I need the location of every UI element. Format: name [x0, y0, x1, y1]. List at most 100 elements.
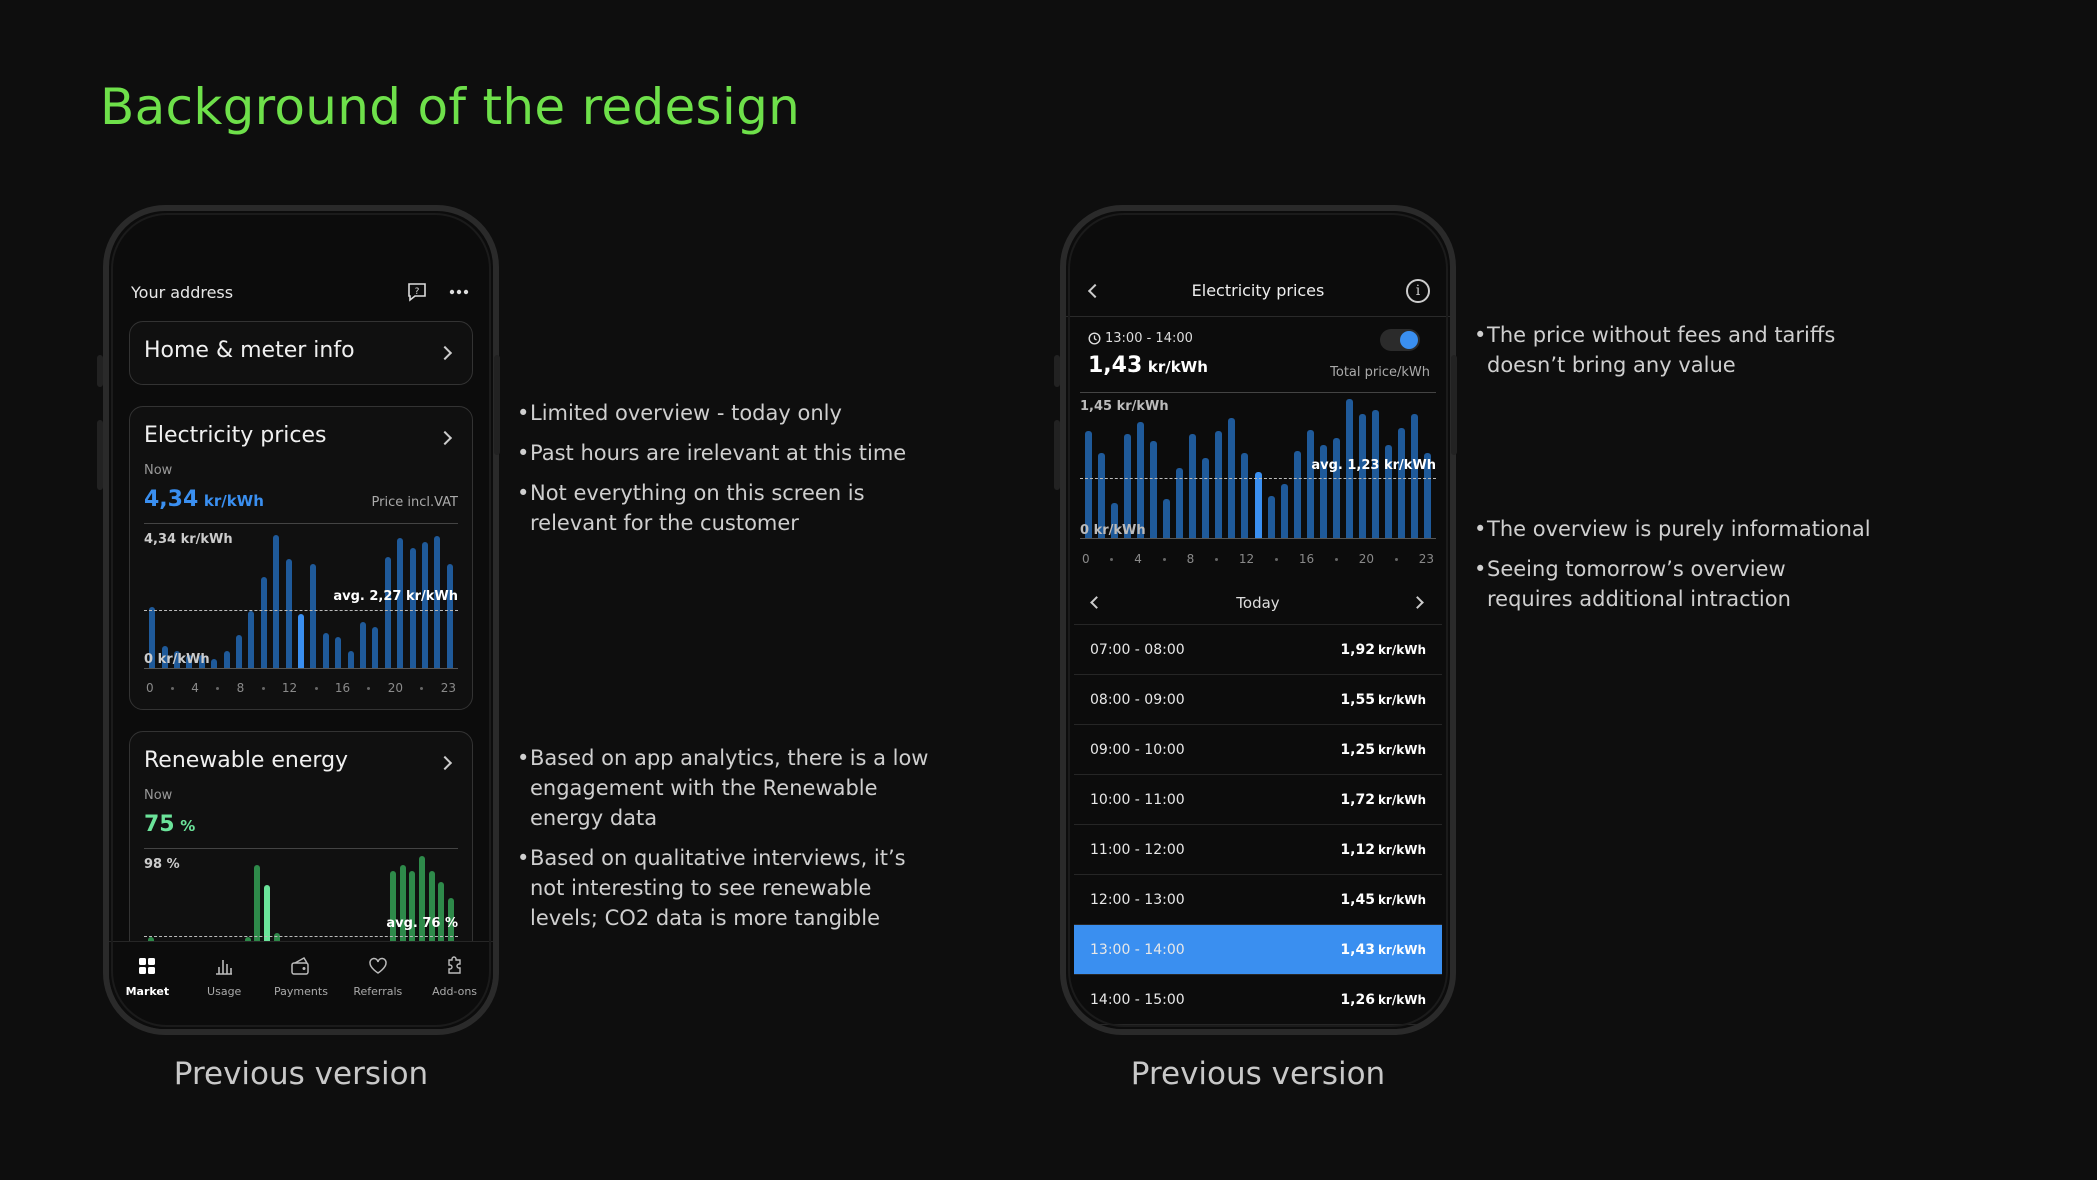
chart-bar — [419, 856, 426, 964]
bottom-nav: Market Usage Payments Referrals Add-ons — [109, 941, 493, 1029]
selected-time: 13:00 - 14:00 — [1088, 331, 1193, 346]
price-row[interactable]: 10:00 - 11:00 1,72 kr/kWh — [1074, 775, 1442, 825]
address-label: Your address — [131, 282, 234, 302]
x-tick-label: 16 — [334, 681, 351, 695]
nav-label: Referrals — [353, 985, 403, 998]
chart-zero-label: 0 kr/kWh — [1080, 523, 1146, 538]
price-row[interactable]: 13:00 - 14:00 1,43 kr/kWh — [1074, 925, 1442, 975]
x-tick-dot — [314, 686, 318, 690]
x-tick-label: 4 — [1134, 552, 1142, 566]
x-tick-dot — [367, 686, 371, 690]
nav-item-market[interactable]: Market — [117, 956, 177, 1029]
chevron-right-icon — [437, 430, 453, 446]
row-price-unit: kr/kWh — [1377, 892, 1426, 907]
row-price-value: 1,43 — [1340, 941, 1375, 958]
electricity-prices-card[interactable]: Electricity prices Now 4,34 kr/kWh Price… — [129, 406, 473, 710]
x-tick-label: 0 — [146, 681, 154, 695]
nav-item-usage[interactable]: Usage — [194, 956, 254, 1029]
chart-bar — [1176, 468, 1184, 538]
row-time: 12:00 - 13:00 — [1090, 891, 1185, 908]
row-price-value: 1,12 — [1340, 841, 1375, 858]
chart-baseline — [1080, 538, 1436, 539]
price-row[interactable]: 08:00 - 09:00 1,55 kr/kWh — [1074, 675, 1442, 725]
chart-max-label: 1,45 kr/kWh — [1080, 399, 1169, 414]
chart-bar — [1124, 433, 1132, 538]
screen-header: Electricity prices i — [1066, 265, 1450, 317]
chart-bar — [1254, 472, 1262, 538]
home-meter-label: Home & meter info — [144, 338, 355, 363]
addons-icon — [445, 956, 465, 980]
side-button — [1451, 355, 1457, 455]
price-row[interactable]: 11:00 - 12:00 1,12 kr/kWh — [1074, 825, 1442, 875]
price-row[interactable]: 12:00 - 13:00 1,45 kr/kWh — [1074, 875, 1442, 925]
bullet-point: Limited overview - today only — [517, 398, 917, 428]
chat-icon[interactable]: ? — [403, 278, 431, 306]
row-price: 1,45 kr/kWh — [1340, 892, 1426, 908]
chart-bar — [248, 610, 255, 668]
renewable-unit: % — [180, 817, 196, 835]
avg-line — [144, 610, 458, 611]
chart-bar — [1111, 503, 1119, 538]
usage-icon — [214, 956, 234, 980]
side-button — [1054, 420, 1060, 490]
chart-bar — [409, 547, 416, 668]
price-row[interactable]: 14:00 - 15:00 1,26 kr/kWh — [1074, 975, 1442, 1025]
chart-bar — [446, 564, 453, 668]
row-price: 1,72 kr/kWh — [1340, 792, 1426, 808]
row-time: 09:00 - 10:00 — [1090, 741, 1185, 758]
next-day-icon[interactable] — [1411, 596, 1424, 609]
row-price-value: 1,55 — [1340, 691, 1375, 708]
chart-bar — [438, 881, 445, 964]
bullet-point: The price without fees and tariffs doesn… — [1474, 320, 1874, 380]
renewable-bar-chart: 98 % avg. 76 % — [144, 854, 458, 964]
nav-item-referrals[interactable]: Referrals — [348, 956, 408, 1029]
price-row[interactable]: 09:00 - 10:00 1,25 kr/kWh — [1074, 725, 1442, 775]
x-tick-dot — [1215, 557, 1219, 561]
toggle-switch[interactable] — [1380, 329, 1420, 351]
chart-bar — [161, 645, 168, 668]
nav-item-add-ons[interactable]: Add-ons — [425, 956, 485, 1029]
chart-bar — [174, 651, 180, 668]
x-tick-dot — [1394, 557, 1398, 561]
bullet-point: Past hours are irelevant at this time — [517, 438, 917, 468]
info-icon[interactable]: i — [1406, 278, 1430, 303]
chart-bar — [384, 556, 391, 668]
chart-bar — [264, 884, 271, 964]
chevron-right-icon — [437, 755, 453, 771]
row-price-value: 1,72 — [1340, 791, 1375, 808]
row-time: 07:00 - 08:00 — [1090, 641, 1185, 658]
x-tick-label: 16 — [1298, 552, 1315, 566]
row-time: 10:00 - 11:00 — [1090, 791, 1185, 808]
chart-bar — [1241, 452, 1249, 538]
chart-bar — [448, 898, 455, 964]
chart-bar — [1267, 495, 1275, 538]
chart-bar — [236, 634, 242, 668]
chart-bar — [422, 541, 428, 668]
prev-day-icon[interactable] — [1090, 596, 1103, 609]
chart-bar — [1098, 452, 1106, 538]
back-icon[interactable] — [1087, 283, 1103, 298]
chart-bar — [1371, 410, 1379, 538]
nav-item-payments[interactable]: Payments — [271, 956, 331, 1029]
side-button — [494, 355, 500, 455]
price-row[interactable]: 07:00 - 08:00 1,92 kr/kWh — [1074, 625, 1442, 675]
day-label: Today — [1236, 593, 1280, 612]
chart-bar — [390, 870, 397, 964]
row-price-unit: kr/kWh — [1377, 992, 1426, 1007]
bullets-left-bottom: Based on app analytics, there is a low e… — [517, 743, 937, 943]
chart-bar — [1280, 483, 1288, 538]
home-meter-card[interactable]: Home & meter info — [129, 321, 473, 385]
row-time: 11:00 - 12:00 — [1090, 841, 1185, 858]
x-tick-dot — [1275, 557, 1278, 561]
payments-icon — [290, 956, 312, 980]
row-price-value: 1,25 — [1340, 741, 1375, 758]
chart-bar — [1150, 441, 1158, 538]
x-axis-ticks: 0 4 8 12 16 20 23 — [146, 680, 456, 696]
bullets-right-top: The price without fees and tariffs doesn… — [1474, 320, 1874, 390]
slide-title: Background of the redesign — [100, 78, 801, 136]
more-icon[interactable] — [445, 278, 473, 306]
x-tick-label: 12 — [281, 681, 298, 695]
row-price-unit: kr/kWh — [1377, 792, 1426, 807]
bars-container — [146, 529, 456, 668]
app-screen-prices: Electricity prices i 13:00 - 14:00 1,43 … — [1066, 211, 1450, 1029]
